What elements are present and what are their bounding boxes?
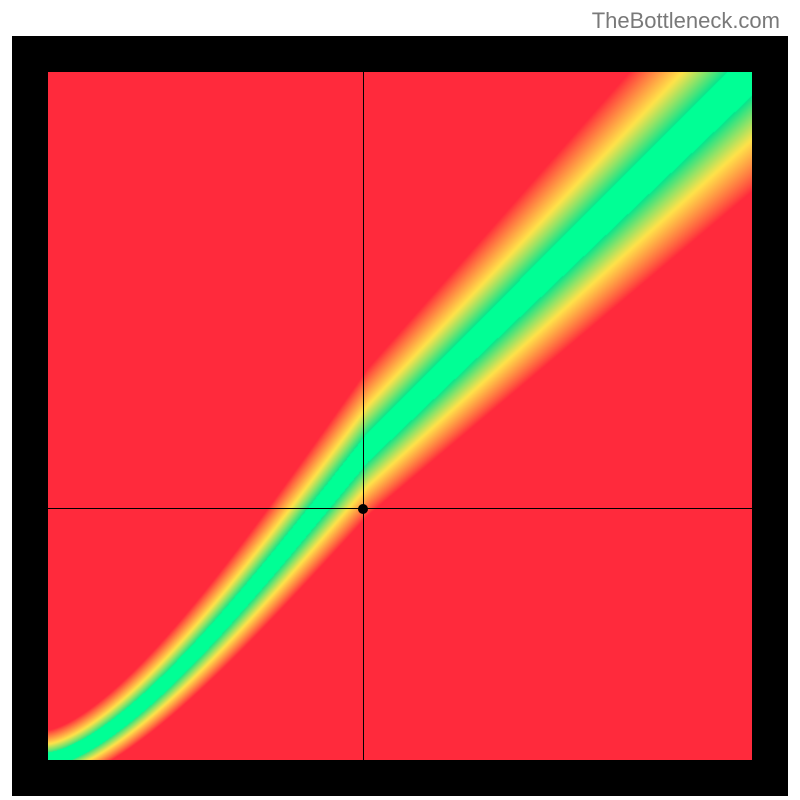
heatmap-plot: [48, 72, 752, 760]
watermark-text: TheBottleneck.com: [592, 8, 780, 34]
container: TheBottleneck.com: [0, 0, 800, 800]
heatmap-canvas: [48, 72, 752, 760]
crosshair-vertical: [363, 72, 364, 760]
crosshair-horizontal: [48, 508, 752, 509]
